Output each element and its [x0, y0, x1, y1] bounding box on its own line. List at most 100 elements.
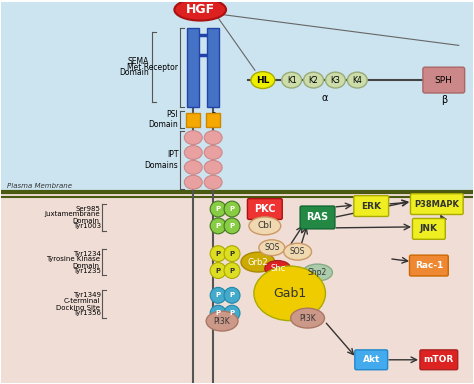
Ellipse shape [184, 146, 202, 159]
Text: K1: K1 [287, 76, 297, 84]
Ellipse shape [249, 217, 281, 235]
Ellipse shape [184, 175, 202, 189]
Ellipse shape [210, 287, 226, 303]
Text: Met Receptor: Met Receptor [128, 63, 178, 72]
Text: α: α [321, 93, 328, 103]
Text: Shp2: Shp2 [308, 268, 327, 277]
Text: P: P [216, 223, 221, 229]
Ellipse shape [204, 175, 222, 189]
FancyBboxPatch shape [300, 206, 335, 229]
Ellipse shape [241, 252, 275, 272]
Ellipse shape [265, 261, 291, 276]
Ellipse shape [251, 72, 275, 89]
Text: Shc: Shc [270, 264, 285, 273]
Text: IPT
Domains: IPT Domains [145, 150, 178, 170]
Text: Plasma Membrane: Plasma Membrane [8, 183, 73, 189]
Text: P: P [216, 310, 221, 316]
FancyBboxPatch shape [410, 255, 448, 276]
Text: P: P [229, 310, 235, 316]
Text: Tyr1356: Tyr1356 [73, 310, 101, 316]
Text: Cbl: Cbl [257, 222, 272, 230]
Text: Tyr1235: Tyr1235 [73, 268, 101, 273]
FancyBboxPatch shape [247, 199, 282, 219]
Text: PI3K: PI3K [299, 314, 316, 323]
Text: P: P [229, 251, 235, 257]
Text: mTOR: mTOR [424, 355, 454, 364]
Text: HL: HL [256, 76, 270, 84]
Text: P: P [229, 206, 235, 212]
Ellipse shape [210, 218, 226, 234]
Text: PI3K: PI3K [214, 317, 230, 326]
Text: Ser985: Ser985 [76, 206, 101, 212]
Text: Grb2: Grb2 [247, 258, 268, 266]
Bar [1, 192, 473, 382]
FancyBboxPatch shape [186, 113, 200, 127]
FancyBboxPatch shape [187, 28, 199, 107]
Text: C-terminal
Docking Site: C-terminal Docking Site [56, 298, 100, 311]
Text: Tyr1234: Tyr1234 [73, 251, 101, 257]
Ellipse shape [282, 72, 301, 88]
Ellipse shape [204, 146, 222, 159]
Ellipse shape [224, 263, 240, 278]
Ellipse shape [210, 305, 226, 321]
Text: P: P [229, 223, 235, 229]
Ellipse shape [291, 308, 325, 328]
Text: PSI
Domain: PSI Domain [148, 110, 178, 129]
Ellipse shape [210, 246, 226, 262]
Ellipse shape [259, 240, 285, 256]
Ellipse shape [204, 161, 222, 174]
Text: SOS: SOS [290, 247, 305, 256]
Ellipse shape [224, 218, 240, 234]
Ellipse shape [302, 264, 332, 281]
Text: P: P [216, 268, 221, 273]
FancyBboxPatch shape [206, 113, 220, 127]
Ellipse shape [174, 0, 226, 21]
Text: SEMA
Domain: SEMA Domain [119, 58, 148, 77]
Ellipse shape [224, 287, 240, 303]
Ellipse shape [206, 311, 238, 331]
Text: Tyr1003: Tyr1003 [73, 223, 101, 229]
Text: β: β [441, 95, 447, 105]
Ellipse shape [254, 266, 326, 321]
Ellipse shape [347, 72, 367, 88]
Text: P: P [229, 268, 235, 273]
Ellipse shape [224, 201, 240, 217]
Ellipse shape [224, 246, 240, 262]
Text: ERK: ERK [361, 202, 381, 210]
FancyBboxPatch shape [355, 350, 388, 370]
Ellipse shape [184, 131, 202, 144]
Text: SPH: SPH [435, 76, 453, 84]
Text: K2: K2 [309, 76, 319, 84]
Text: Juxtamembrane
Domain: Juxtamembrane Domain [44, 211, 100, 224]
Text: Akt: Akt [363, 355, 380, 364]
Ellipse shape [210, 201, 226, 217]
Ellipse shape [224, 305, 240, 321]
Text: K4: K4 [352, 76, 362, 84]
Text: P: P [216, 292, 221, 298]
FancyBboxPatch shape [410, 194, 463, 215]
Text: PKC: PKC [254, 204, 275, 214]
Text: Tyrosine Kinase
Domain: Tyrosine Kinase Domain [46, 256, 100, 268]
FancyBboxPatch shape [412, 218, 445, 239]
Ellipse shape [184, 161, 202, 174]
Text: K3: K3 [330, 76, 340, 84]
FancyBboxPatch shape [420, 350, 458, 370]
Text: JNK: JNK [420, 224, 438, 233]
Ellipse shape [204, 131, 222, 144]
Text: Gab1: Gab1 [273, 287, 306, 300]
Ellipse shape [210, 263, 226, 278]
Text: RAS: RAS [307, 212, 328, 222]
Text: P38MAPK: P38MAPK [414, 200, 459, 209]
Text: Rac-1: Rac-1 [415, 261, 443, 270]
Text: Tyr1349: Tyr1349 [73, 292, 101, 298]
FancyBboxPatch shape [354, 195, 389, 217]
Text: HGF: HGF [186, 3, 215, 16]
Text: P: P [229, 292, 235, 298]
Text: β: β [210, 112, 216, 122]
Text: SOS: SOS [264, 243, 280, 252]
Text: P: P [216, 251, 221, 257]
FancyBboxPatch shape [423, 67, 465, 93]
Ellipse shape [284, 243, 311, 260]
Ellipse shape [304, 72, 323, 88]
Text: α: α [190, 112, 196, 122]
